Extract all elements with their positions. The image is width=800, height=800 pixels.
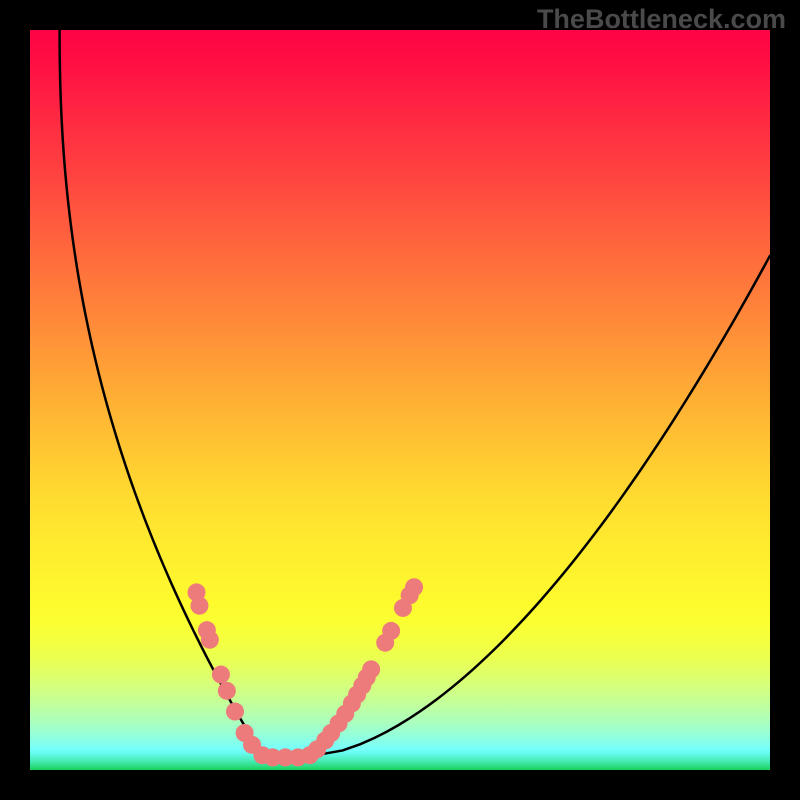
data-marker bbox=[382, 622, 400, 640]
data-marker bbox=[190, 597, 208, 615]
bottleneck-chart bbox=[0, 0, 800, 800]
data-marker bbox=[362, 660, 380, 678]
data-marker bbox=[405, 578, 423, 596]
data-marker bbox=[218, 682, 236, 700]
data-marker bbox=[212, 666, 230, 684]
data-marker bbox=[226, 703, 244, 721]
chart-stage: TheBottleneck.com bbox=[0, 0, 800, 800]
data-marker bbox=[201, 631, 219, 649]
watermark-text: TheBottleneck.com bbox=[537, 4, 786, 35]
plot-background-gradient bbox=[30, 30, 770, 770]
